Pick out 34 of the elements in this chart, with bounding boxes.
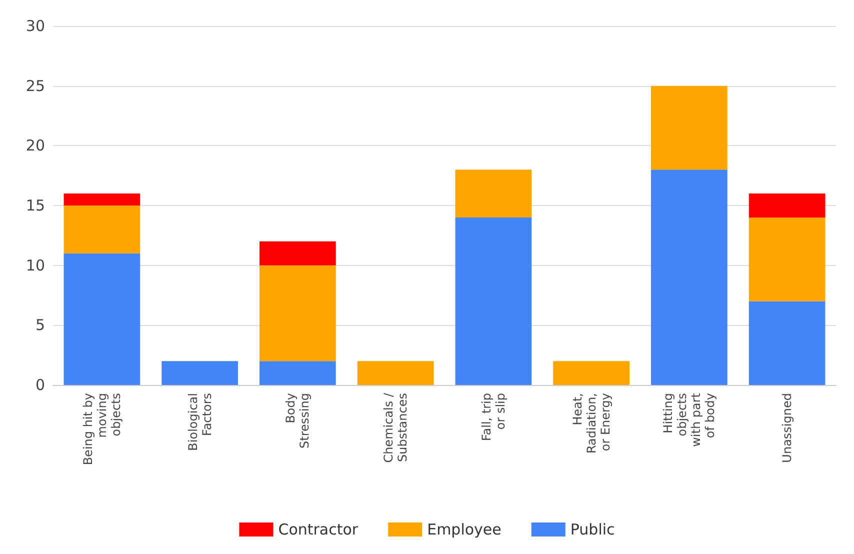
bar bbox=[357, 361, 434, 385]
x-tick-label: Being hit by moving objects bbox=[80, 393, 123, 466]
x-tick-label: Body Stressing bbox=[284, 393, 312, 448]
x-tick-label: Hitting objects with part of body bbox=[661, 392, 718, 447]
x-tick-label: Biological Factors bbox=[186, 393, 214, 451]
x-tick-label: Fall, trip or slip bbox=[479, 393, 508, 442]
legend-label: Contractor bbox=[278, 520, 359, 538]
bar bbox=[162, 361, 238, 385]
legend-label: Public bbox=[570, 520, 615, 538]
bar bbox=[748, 194, 826, 218]
y-tick-label: 10 bbox=[26, 256, 45, 274]
y-tick-label: 15 bbox=[26, 196, 45, 214]
bar bbox=[260, 361, 336, 385]
bar bbox=[64, 253, 140, 385]
x-tick-label: Chemicals / Substances bbox=[382, 392, 410, 463]
y-tick-label: 30 bbox=[26, 17, 45, 35]
bar bbox=[748, 301, 826, 385]
bar bbox=[455, 217, 532, 385]
bar bbox=[260, 265, 336, 362]
y-tick-label: 0 bbox=[35, 376, 45, 394]
y-tick-label: 20 bbox=[26, 136, 45, 155]
bar bbox=[260, 241, 336, 266]
y-tick-label: 5 bbox=[35, 316, 45, 334]
y-tick-label: 25 bbox=[26, 76, 45, 95]
bar bbox=[651, 86, 728, 170]
bar bbox=[748, 217, 826, 302]
bar bbox=[64, 194, 140, 206]
bar bbox=[64, 206, 140, 254]
x-tick-label: Unassigned bbox=[780, 393, 794, 463]
x-tick-label: Heat, Radiation, or Energy bbox=[570, 393, 612, 454]
bar bbox=[455, 170, 532, 218]
bar bbox=[651, 170, 728, 385]
legend-label: Employee bbox=[427, 520, 502, 538]
bar bbox=[553, 361, 630, 385]
